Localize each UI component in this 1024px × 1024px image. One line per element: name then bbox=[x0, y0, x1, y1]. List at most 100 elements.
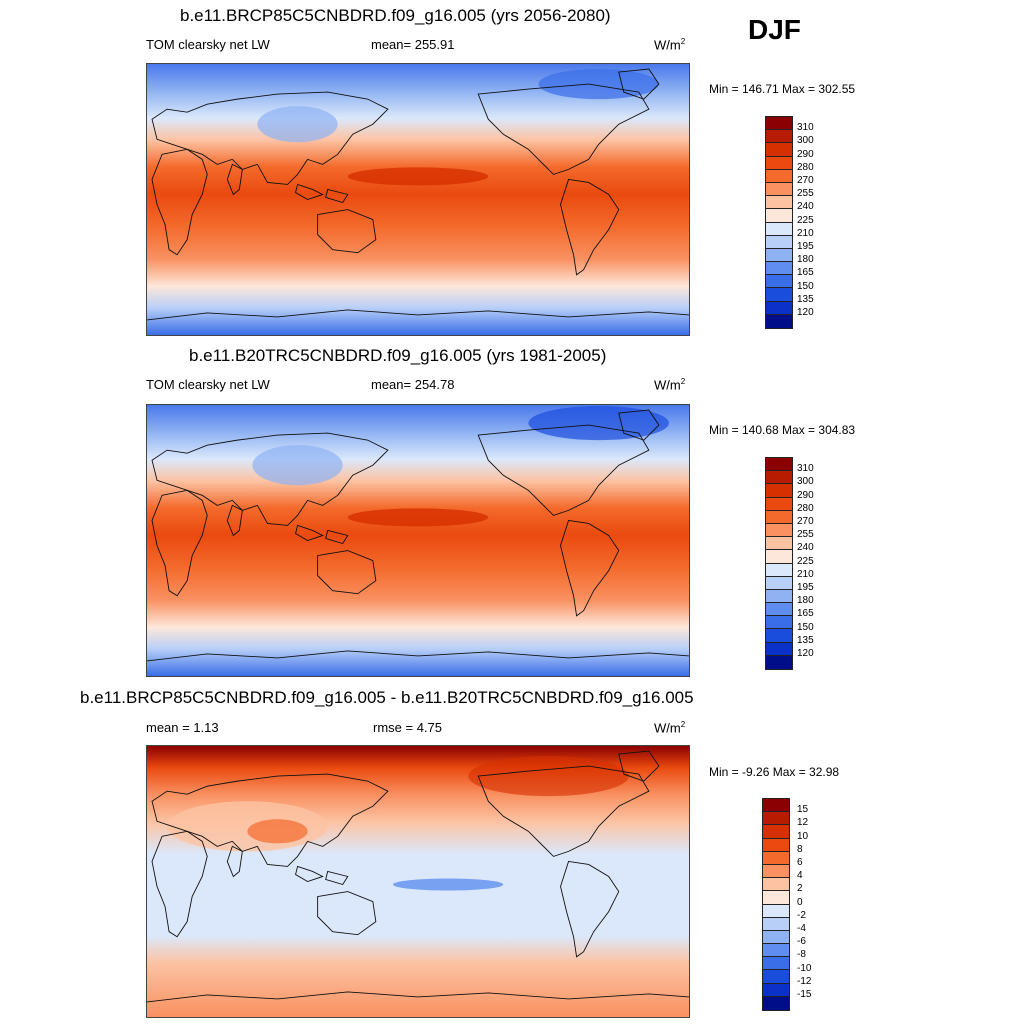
colorbar-cell bbox=[766, 117, 792, 131]
panel1-minmax: Min = 146.71 Max = 302.55 bbox=[709, 82, 856, 96]
colorbar-label: 12 bbox=[797, 817, 809, 829]
colorbar-cell bbox=[766, 550, 792, 564]
colorbar-cell bbox=[763, 970, 789, 984]
colorbar-label: -10 bbox=[797, 962, 812, 974]
colorbar-label: 195 bbox=[797, 241, 814, 252]
colorbar-cell bbox=[766, 642, 792, 656]
colorbar-cell bbox=[766, 314, 792, 328]
colorbar-label: 255 bbox=[797, 529, 814, 541]
colorbar-cell bbox=[766, 209, 792, 223]
panel1-colorbar bbox=[765, 116, 793, 329]
panel2-mean: mean= 254.78 bbox=[371, 377, 455, 392]
colorbar-cell bbox=[766, 196, 792, 210]
colorbar-cell bbox=[766, 603, 792, 617]
colorbar-label: 310 bbox=[797, 463, 814, 475]
colorbar-label: 180 bbox=[797, 595, 814, 607]
colorbar-label: 195 bbox=[797, 582, 814, 593]
colorbar-label: 6 bbox=[797, 857, 803, 868]
colorbar-cell bbox=[766, 143, 792, 157]
colorbar-label: -8 bbox=[797, 949, 806, 961]
colorbar-cell bbox=[763, 983, 789, 997]
colorbar-cell bbox=[766, 589, 792, 604]
colorbar-label: 15 bbox=[797, 804, 809, 816]
colorbar-cell bbox=[766, 222, 792, 236]
colorbar-cell bbox=[766, 235, 792, 249]
colorbar-cell bbox=[766, 130, 792, 144]
panel1-title: b.e11.BRCP85C5CNBDRD.f09_g16.005 (yrs 20… bbox=[180, 6, 611, 25]
panel1-units: W/m2 bbox=[654, 37, 686, 53]
colorbar-label: 2 bbox=[797, 883, 803, 895]
colorbar-label: -6 bbox=[797, 936, 806, 948]
colorbar-cell bbox=[763, 904, 789, 918]
colorbar-cell bbox=[766, 655, 792, 669]
colorbar-label: -15 bbox=[797, 989, 812, 1000]
colorbar-cell bbox=[766, 616, 792, 630]
colorbar-label: 135 bbox=[797, 293, 814, 305]
colorbar-label: -2 bbox=[797, 909, 806, 921]
colorbar-cell bbox=[766, 484, 792, 498]
colorbar-cell bbox=[763, 838, 789, 852]
colorbar-label: 150 bbox=[797, 621, 814, 633]
colorbar-label: 150 bbox=[797, 280, 814, 292]
colorbar-cell bbox=[766, 563, 792, 577]
colorbar-label: 120 bbox=[797, 648, 814, 659]
colorbar-cell bbox=[766, 156, 792, 170]
panel3-rmse: rmse = 4.75 bbox=[373, 720, 443, 735]
colorbar-cell bbox=[766, 497, 792, 511]
colorbar-label: 240 bbox=[797, 201, 814, 213]
panel3-units: W/m2 bbox=[654, 720, 686, 736]
colorbar-cell bbox=[766, 471, 792, 485]
panel2-map bbox=[146, 404, 690, 677]
colorbar-label: 270 bbox=[797, 516, 814, 527]
colorbar-label: 300 bbox=[797, 476, 814, 488]
colorbar-cell bbox=[766, 182, 792, 197]
colorbar-cell bbox=[763, 799, 789, 813]
colorbar-label: 290 bbox=[797, 148, 814, 160]
colorbar-label: 10 bbox=[797, 830, 809, 842]
colorbar-cell bbox=[766, 288, 792, 302]
colorbar-label: 240 bbox=[797, 542, 814, 554]
colorbar-label: 210 bbox=[797, 568, 814, 580]
colorbar-cell bbox=[766, 537, 792, 551]
colorbar-label: 310 bbox=[797, 122, 814, 134]
colorbar-cell bbox=[766, 523, 792, 538]
colorbar-cell bbox=[763, 957, 789, 971]
colorbar-label: 0 bbox=[797, 896, 803, 908]
colorbar-label: 135 bbox=[797, 634, 814, 646]
colorbar-cell bbox=[766, 458, 792, 472]
colorbar-cell bbox=[763, 851, 789, 865]
panel1-map bbox=[146, 63, 690, 336]
colorbar-label: -4 bbox=[797, 923, 806, 934]
colorbar-label: 280 bbox=[797, 502, 814, 514]
panel1-variable: TOM clearsky net LW bbox=[146, 37, 270, 52]
panel2-colorbar bbox=[765, 457, 793, 670]
colorbar-label: 8 bbox=[797, 843, 803, 855]
colorbar-cell bbox=[763, 917, 789, 931]
season-label: DJF bbox=[748, 14, 801, 45]
panel3-mean: mean = 1.13 bbox=[146, 720, 219, 735]
panel3-title: b.e11.BRCP85C5CNBDRD.f09_g16.005 - b.e11… bbox=[80, 688, 694, 707]
colorbar-cell bbox=[766, 275, 792, 289]
colorbar-label: -12 bbox=[797, 975, 812, 987]
colorbar-label: 120 bbox=[797, 307, 814, 318]
colorbar-label: 180 bbox=[797, 254, 814, 266]
colorbar-label: 225 bbox=[797, 214, 814, 226]
panel3-map bbox=[146, 745, 690, 1018]
panel2-minmax: Min = 140.68 Max = 304.83 bbox=[709, 423, 856, 437]
colorbar-cell bbox=[763, 825, 789, 839]
colorbar-cell bbox=[766, 301, 792, 315]
panel2-units: W/m2 bbox=[654, 377, 686, 393]
colorbar-label: 4 bbox=[797, 870, 803, 882]
colorbar-cell bbox=[766, 248, 792, 263]
colorbar-cell bbox=[763, 930, 789, 945]
colorbar-cell bbox=[766, 629, 792, 643]
panel3-minmax: Min = -9.26 Max = 32.98 bbox=[709, 765, 840, 779]
colorbar-cell bbox=[763, 878, 789, 892]
colorbar-label: 165 bbox=[797, 608, 814, 620]
colorbar-label: 225 bbox=[797, 555, 814, 567]
colorbar-cell bbox=[763, 864, 789, 879]
colorbar-cell bbox=[766, 576, 792, 590]
colorbar-label: 280 bbox=[797, 161, 814, 173]
colorbar-cell bbox=[763, 944, 789, 958]
colorbar-label: 300 bbox=[797, 135, 814, 147]
